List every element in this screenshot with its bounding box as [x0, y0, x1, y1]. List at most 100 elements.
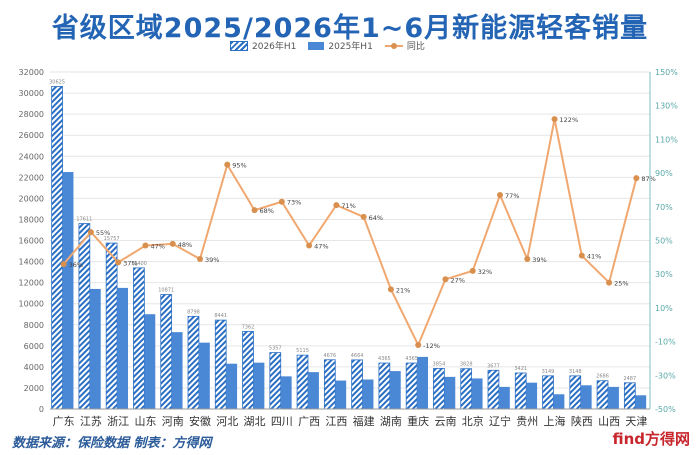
yoy-value-label: 95% [232, 162, 246, 170]
yoy-value-label: 39% [205, 256, 219, 264]
bar-2025 [417, 356, 428, 409]
yoy-value-label: 73% [287, 199, 301, 207]
bar-2026 [405, 362, 418, 410]
bar-2025 [198, 342, 210, 409]
yoy-value-label: 87% [641, 175, 655, 183]
x-tick-label: 江苏 [80, 415, 102, 428]
x-tick-label: 北京 [462, 414, 484, 428]
bar-2026-value-label: 5357 [269, 346, 282, 352]
y2-tick-label: 30% [655, 270, 673, 279]
bar-2026 [105, 242, 118, 410]
y2-tick-label: 70% [655, 203, 673, 212]
yoy-point [551, 116, 558, 123]
bar-2026 [378, 362, 391, 410]
yoy-value-label: 47% [314, 243, 328, 251]
x-tick-label: 广东 [53, 415, 75, 428]
yoy-value-label: 36% [69, 261, 83, 269]
y-tick-label: 14000 [19, 258, 44, 267]
y-tick-label: 18000 [19, 215, 44, 224]
y-tick-label: 22000 [19, 173, 44, 182]
bar-2025 [171, 332, 183, 409]
yoy-point [578, 252, 585, 259]
bar-2026-value-label: 13400 [131, 261, 147, 267]
yoy-value-label: 25% [614, 280, 628, 288]
bar-2026-value-label: 2686 [596, 374, 609, 380]
bar-2026-value-label: 3148 [569, 369, 582, 375]
legend-item-2026: 2026年H1 [230, 39, 296, 52]
yoy-value-label: -12% [423, 342, 440, 350]
bar-2026-value-label: 4365 [378, 356, 391, 362]
x-tick-label: 江西 [325, 415, 347, 428]
x-tick-label: 天津 [625, 415, 647, 428]
yoy-point [469, 267, 476, 274]
yoy-point [360, 213, 367, 220]
yoy-point [442, 276, 449, 283]
bar-2026 [542, 375, 554, 410]
y2-tick-label: -50% [655, 405, 676, 414]
y2-tick-label: 150% [655, 68, 678, 77]
bar-2026 [187, 315, 200, 410]
bar-2026 [296, 354, 309, 410]
x-tick-label: 湖南 [380, 415, 402, 428]
x-tick-label: 贵州 [516, 415, 538, 428]
bar-2026-value-label: 4676 [323, 353, 336, 359]
yoy-point [197, 256, 203, 263]
y-tick-label: 32000 [19, 68, 44, 77]
yoy-line [62, 118, 638, 348]
bar-2026-value-label: 3677 [487, 363, 500, 369]
bar-2026-value-label: 3854 [433, 361, 446, 367]
legend-swatch-hatched [230, 40, 248, 51]
yoy-point [142, 242, 149, 249]
yoy-point [251, 207, 258, 214]
yoy-value-label: 37% [123, 259, 137, 267]
bar-2026-value-label: 2487 [623, 376, 636, 382]
legend-label-yoy: 同比 [406, 42, 425, 52]
bar-2026 [569, 375, 582, 410]
bar-2026 [323, 359, 336, 410]
yoy-point [333, 202, 340, 209]
bar-2025 [280, 376, 292, 409]
legend-swatch-solid [308, 41, 325, 50]
x-tick-label: 山西 [598, 415, 620, 428]
bar-2026-value-label: 8798 [187, 309, 200, 315]
yoy-value-label: 77% [505, 192, 519, 200]
y2-tick-label: 50% [655, 237, 673, 246]
bar-2025 [635, 395, 647, 409]
x-tick-label: 上海 [544, 414, 566, 428]
y2-tick-label: -30% [655, 371, 676, 380]
x-tick-label: 陕西 [571, 414, 593, 428]
bar-2026 [242, 331, 254, 410]
legend-label-2025: 2025年H1 [328, 42, 373, 52]
yoy-value-label: 68% [260, 207, 274, 215]
yoy-value-label: 41% [587, 253, 601, 261]
bar-2025 [498, 386, 510, 409]
bar-2026-value-label: 7362 [242, 324, 255, 330]
bar-2025 [608, 386, 619, 409]
x-tick-label: 河北 [216, 415, 238, 428]
bar-2026 [160, 294, 173, 410]
yoy-value-label: 71% [341, 202, 355, 210]
bar-2025 [226, 363, 238, 409]
yoy-point [169, 240, 176, 247]
legend: 2026年H1 2025年H1 同比 [230, 39, 425, 52]
bar-2025 [444, 376, 456, 409]
yoy-point [497, 192, 503, 199]
bar-2026 [269, 352, 282, 410]
bar-2025 [144, 314, 156, 409]
yoy-value-label: 39% [532, 256, 546, 264]
bar-2026-value-label: 3421 [514, 366, 527, 372]
bar-2026 [487, 369, 500, 410]
bar-2026 [460, 368, 473, 410]
y-tick-label: 4000 [24, 363, 44, 372]
bar-2026-value-label: 30625 [49, 79, 65, 85]
bar-2026 [78, 223, 91, 410]
bar-2025 [553, 394, 565, 409]
y-tick-label: 2000 [24, 384, 44, 393]
bar-2026-value-label: 3149 [542, 369, 555, 375]
watermark-logo: find方得网 [612, 430, 690, 448]
x-tick-label: 重庆 [407, 414, 429, 428]
x-tick-label: 安徽 [189, 414, 211, 428]
y2-tick-label: -10% [655, 338, 676, 347]
y-tick-label: 16000 [19, 237, 44, 246]
